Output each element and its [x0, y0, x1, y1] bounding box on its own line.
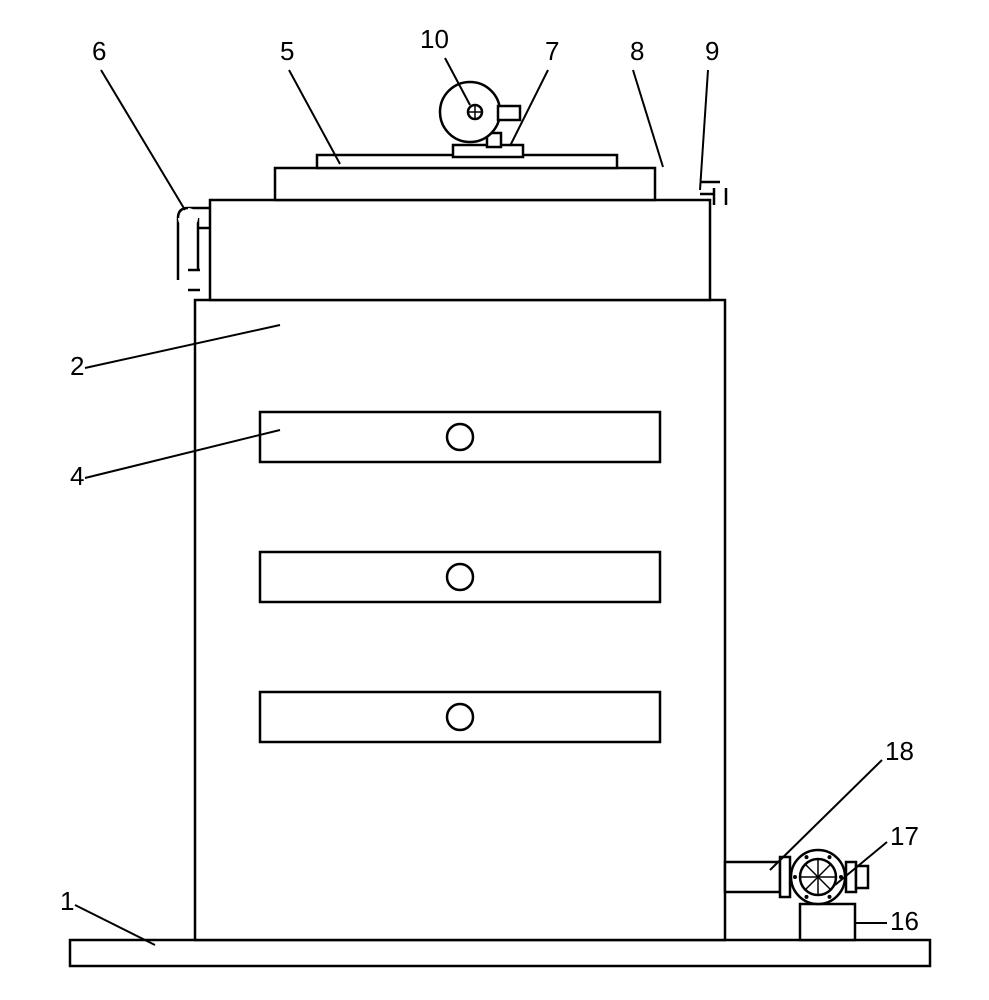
drawer-knob-1 [447, 424, 473, 450]
label-2: 2 [70, 351, 84, 381]
label-5: 5 [280, 36, 294, 66]
drawer-knob-3 [447, 704, 473, 730]
label-10: 10 [420, 24, 449, 54]
label-9: 9 [705, 36, 719, 66]
technical-diagram: 6 5 10 7 8 9 2 4 18 17 16 1 [0, 0, 989, 1000]
label-6: 6 [92, 36, 106, 66]
label-17: 17 [890, 821, 919, 851]
diagram-shapes [70, 82, 930, 966]
label-1: 1 [60, 886, 74, 916]
label-18: 18 [885, 736, 914, 766]
label-16: 16 [890, 906, 919, 936]
label-8: 8 [630, 36, 644, 66]
drawer-knob-2 [447, 564, 473, 590]
label-7: 7 [545, 36, 559, 66]
label-4: 4 [70, 461, 84, 491]
